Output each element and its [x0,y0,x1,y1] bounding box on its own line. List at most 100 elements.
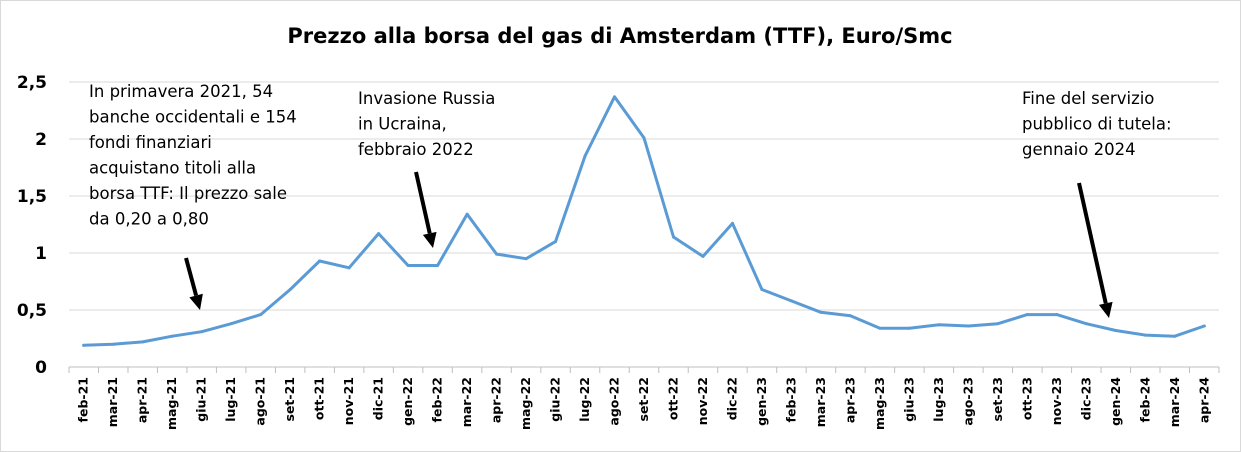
x-axis-ticks: feb-21 mar-21 apr-21 mag-21 giu-21 lug-21 ago-… [68,366,1220,430]
annotation-arrow [184,257,199,297]
x-tick-label: mar-22 [459,377,474,427]
x-tick-label: ago-22 [607,377,622,426]
x-tick-label: lug-22 [577,377,592,422]
x-tick-label: giu-22 [548,377,563,422]
y-tick-label: 0,5 [17,301,47,321]
x-tick-label: dic-22 [724,377,739,420]
chart-title: Prezzo alla borsa del gas di Amsterdam (… [287,24,952,48]
data-point [848,314,852,318]
data-point [377,232,381,236]
x-tick-label: apr-21 [135,377,150,423]
data-point [1143,333,1147,337]
annotation-text: fondi finanziari [89,133,212,152]
data-point [141,340,145,344]
x-tick-label: apr-24 [1196,377,1211,423]
data-point [82,343,86,347]
annotation-text: pubblico di tutela: [1022,115,1172,134]
y-axis-ticks: 0 0,5 1 1,5 2 2,5 [17,73,47,378]
data-point [1055,313,1059,317]
x-tick-label: set-22 [636,377,651,421]
annotation-arrow [414,171,432,234]
annotation-arrow [1077,182,1108,304]
data-point [524,257,528,261]
data-point [347,266,351,270]
y-tick-label: 1 [35,244,47,264]
y-tick-label: 2 [35,130,47,150]
x-tick-label: set-23 [990,377,1005,421]
annotation-text: In primavera 2021, 54 [89,82,273,101]
data-point [1025,313,1029,317]
x-tick-label: giu-23 [901,377,916,422]
x-tick-label: lug-23 [931,377,946,422]
x-tick-label: lug-21 [223,377,238,422]
series-line [82,95,1206,347]
y-tick-label: 2,5 [17,73,47,93]
data-point [1173,334,1177,338]
x-tick-label: feb-21 [76,377,91,422]
data-point [436,264,440,268]
x-tick-label: set-21 [282,377,297,421]
annotation-text: Invasione Russia [358,89,495,108]
annotation-text: febbraio 2022 [358,140,474,159]
data-point [730,221,734,225]
annotation-text: banche occidentali e 154 [89,108,297,127]
annotations: In primavera 2021, 54 banche occidentali … [89,82,1172,318]
y-tick-label: 0 [35,358,47,378]
gridlines [69,81,1219,311]
data-point [406,264,410,268]
data-point [878,326,882,330]
data-point [495,252,499,256]
data-point [907,326,911,330]
data-point [259,313,263,317]
data-point [170,334,174,338]
x-tick-label: apr-23 [842,377,857,423]
x-tick-label: nov-22 [695,377,710,425]
x-tick-label: ott-22 [665,377,680,420]
annotation-arrowhead [189,293,203,310]
data-point [288,287,292,291]
data-point [1114,329,1118,333]
x-tick-label: gen-24 [1108,377,1123,426]
x-tick-label: ago-23 [960,377,975,426]
x-tick-label: feb-23 [783,377,798,422]
data-point [937,323,941,327]
data-point [996,322,1000,326]
x-tick-label: ago-21 [253,377,268,426]
x-tick-label: dic-21 [371,377,386,420]
x-tick-label: feb-22 [430,377,445,422]
x-tick-label: dic-23 [1078,377,1093,420]
x-tick-label: ott-21 [312,377,327,420]
data-point [1202,324,1206,328]
data-point [465,212,469,216]
x-tick-label: nov-21 [341,377,356,425]
data-point [111,342,115,346]
data-point [642,136,646,140]
x-tick-label: gen-22 [400,377,415,426]
data-point [789,299,793,303]
annotation-text: borsa TTF: Il prezzo sale [89,184,287,203]
annotation-text: in Ucraina, [358,115,447,134]
x-tick-label: mar-23 [813,377,828,427]
data-point [613,95,617,99]
data-point [200,330,204,334]
data-point [583,154,587,158]
annotation-arrowhead [1098,301,1113,318]
y-tick-label: 1,5 [17,187,47,207]
data-point [1084,322,1088,326]
series-layer [82,95,1206,347]
x-tick-label: apr-22 [489,377,504,423]
data-point [819,310,823,314]
x-tick-label: gen-23 [754,377,769,426]
x-tick-label: feb-24 [1137,377,1152,423]
annotation-text: da 0,20 a 0,80 [89,210,209,229]
x-tick-label: giu-21 [194,377,209,422]
data-point [318,259,322,263]
x-tick-label: mag-23 [872,377,887,430]
x-tick-label: mar-21 [105,377,120,427]
data-point [701,254,705,258]
annotation-text: acquistano titoli alla [89,159,256,178]
x-tick-label: mag-22 [518,377,533,430]
x-tick-label: nov-23 [1049,377,1064,425]
